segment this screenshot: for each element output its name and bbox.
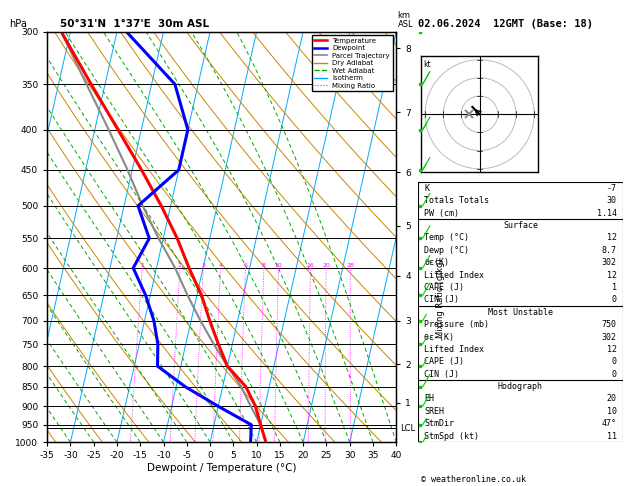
- Text: 30: 30: [606, 196, 616, 205]
- Text: 8.7: 8.7: [601, 246, 616, 255]
- Text: 47°: 47°: [601, 419, 616, 428]
- Text: Temp (°C): Temp (°C): [425, 233, 469, 243]
- Text: 302: 302: [601, 258, 616, 267]
- Text: 28: 28: [347, 263, 354, 268]
- Text: 10: 10: [606, 407, 616, 416]
- Text: hPa: hPa: [9, 19, 27, 29]
- X-axis label: Dewpoint / Temperature (°C): Dewpoint / Temperature (°C): [147, 463, 296, 473]
- Text: Lifted Index: Lifted Index: [425, 271, 484, 279]
- Text: PW (cm): PW (cm): [425, 208, 459, 218]
- Text: 12: 12: [606, 271, 616, 279]
- Text: EH: EH: [425, 395, 435, 403]
- Text: 12: 12: [606, 345, 616, 354]
- Text: LCL: LCL: [401, 424, 416, 433]
- Text: 02.06.2024  12GMT (Base: 18): 02.06.2024 12GMT (Base: 18): [418, 19, 593, 29]
- Text: 4: 4: [218, 263, 223, 268]
- Text: Hodograph: Hodograph: [498, 382, 543, 391]
- Text: 1: 1: [611, 283, 616, 292]
- Text: StmSpd (kt): StmSpd (kt): [425, 432, 479, 441]
- Text: Most Unstable: Most Unstable: [488, 308, 553, 317]
- Text: Totals Totals: Totals Totals: [425, 196, 489, 205]
- Text: CAPE (J): CAPE (J): [425, 283, 464, 292]
- Text: 10: 10: [275, 263, 282, 268]
- Text: © weatheronline.co.uk: © weatheronline.co.uk: [421, 474, 526, 484]
- Text: -7: -7: [606, 184, 616, 193]
- Text: 6: 6: [243, 263, 247, 268]
- Text: θε(K): θε(K): [425, 258, 449, 267]
- Text: 20: 20: [606, 395, 616, 403]
- Text: 2: 2: [178, 263, 182, 268]
- Text: CIN (J): CIN (J): [425, 370, 459, 379]
- Text: 50°31'N  1°37'E  30m ASL: 50°31'N 1°37'E 30m ASL: [60, 19, 209, 29]
- Text: StmDir: StmDir: [425, 419, 454, 428]
- Text: θε (K): θε (K): [425, 332, 454, 342]
- Text: Surface: Surface: [503, 221, 538, 230]
- Text: 1: 1: [140, 263, 144, 268]
- Text: 0: 0: [611, 357, 616, 366]
- Text: 3: 3: [201, 263, 205, 268]
- Text: SREH: SREH: [425, 407, 445, 416]
- Text: 20: 20: [322, 263, 330, 268]
- Text: 11: 11: [606, 432, 616, 441]
- Text: CAPE (J): CAPE (J): [425, 357, 464, 366]
- Text: Pressure (mb): Pressure (mb): [425, 320, 489, 329]
- Text: 0: 0: [611, 295, 616, 304]
- Text: 302: 302: [601, 332, 616, 342]
- Text: Lifted Index: Lifted Index: [425, 345, 484, 354]
- Text: 1.14: 1.14: [596, 208, 616, 218]
- Text: Mixing Ratio (g/kg): Mixing Ratio (g/kg): [436, 259, 445, 338]
- Text: 0: 0: [611, 370, 616, 379]
- Text: 8: 8: [262, 263, 266, 268]
- Text: kt: kt: [423, 60, 431, 69]
- Text: 12: 12: [606, 233, 616, 243]
- Text: km
ASL: km ASL: [398, 11, 413, 29]
- Text: CIN (J): CIN (J): [425, 295, 459, 304]
- Text: K: K: [425, 184, 430, 193]
- Text: Dewp (°C): Dewp (°C): [425, 246, 469, 255]
- Text: 16: 16: [306, 263, 314, 268]
- Text: 750: 750: [601, 320, 616, 329]
- Legend: Temperature, Dewpoint, Parcel Trajectory, Dry Adiabat, Wet Adiabat, Isotherm, Mi: Temperature, Dewpoint, Parcel Trajectory…: [311, 35, 392, 91]
